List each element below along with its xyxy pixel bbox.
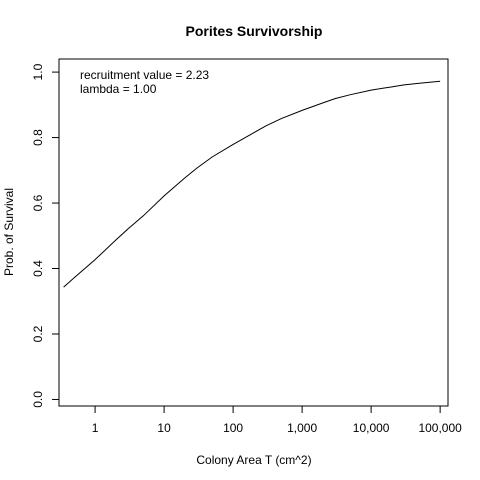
x-tick-label: 100,000 xyxy=(418,421,462,435)
y-tick-label: 1.0 xyxy=(31,63,45,80)
survival-curve-line xyxy=(63,80,441,288)
y-tick-label: 0.0 xyxy=(31,391,45,408)
x-axis-ticks: 1 10 100 1,000 10,000 100,000 xyxy=(92,406,462,435)
plot-frame xyxy=(58,58,449,407)
chart-title: Porites Survivorship xyxy=(186,23,323,39)
x-axis-title: Colony Area T (cm^2) xyxy=(196,453,311,467)
series-layer xyxy=(63,80,441,288)
annotation-lambda: lambda = 1.00 xyxy=(80,82,157,96)
y-tick-label: 0.4 xyxy=(31,260,45,277)
y-tick-label: 0.2 xyxy=(31,325,45,342)
x-tick-label: 100 xyxy=(223,421,243,435)
x-tick-label: 10,000 xyxy=(353,421,390,435)
annotation-recruitment: recruitment value = 2.23 xyxy=(80,68,209,82)
y-axis-ticks: 0.0 0.2 0.4 0.6 0.8 1.0 xyxy=(31,63,59,408)
x-tick-label: 1 xyxy=(92,421,99,435)
y-axis-title: Prob. of Survival xyxy=(2,188,16,276)
x-tick-label: 10 xyxy=(157,421,171,435)
x-tick-label: 1,000 xyxy=(287,421,317,435)
y-tick-label: 0.6 xyxy=(31,194,45,211)
y-tick-label: 0.8 xyxy=(31,129,45,146)
